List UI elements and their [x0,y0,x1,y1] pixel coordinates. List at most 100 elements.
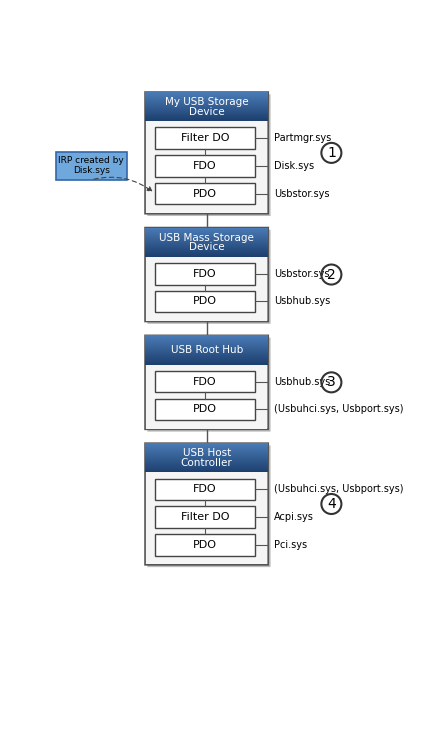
Bar [145,455,268,456]
Text: PDO: PDO [193,539,217,550]
Bar [155,127,255,149]
Bar [145,359,268,361]
FancyBboxPatch shape [147,337,271,431]
Text: Device: Device [189,243,224,252]
Bar [145,255,268,256]
Bar [145,97,268,98]
Text: Usbstor.sys: Usbstor.sys [275,269,330,279]
Bar [145,362,268,364]
Bar [145,459,268,460]
Text: Controller: Controller [181,458,232,468]
Bar [145,350,268,351]
Bar [145,453,268,454]
Text: Usbstor.sys: Usbstor.sys [275,189,330,198]
Bar [145,96,268,97]
Text: 4: 4 [327,497,336,511]
Bar [146,365,267,429]
Bar [145,340,268,341]
Bar [146,257,267,320]
Bar [145,229,268,231]
Bar [145,99,268,100]
Bar [155,506,255,528]
Bar [145,347,268,348]
Bar [145,107,268,109]
FancyBboxPatch shape [145,443,268,564]
Bar [145,116,268,118]
Bar [145,253,268,254]
Bar [145,240,268,241]
Text: Filter DO: Filter DO [181,512,230,522]
Bar [145,112,268,113]
Bar [145,103,268,104]
Bar [145,457,268,458]
Bar [145,234,268,235]
Bar [145,454,268,455]
Text: PDO: PDO [193,404,217,415]
Text: USB Root Hub: USB Root Hub [170,345,243,355]
Bar [145,113,268,115]
FancyBboxPatch shape [147,94,271,216]
Bar [145,464,268,465]
Bar [145,449,268,450]
Bar [145,115,268,116]
Bar [145,343,268,344]
Bar [145,93,268,94]
Bar [145,254,268,255]
Text: Pci.sys: Pci.sys [275,539,308,550]
Bar [56,152,127,180]
Bar [145,110,268,112]
Bar [145,109,268,110]
Bar [145,244,268,245]
Bar [145,458,268,459]
Bar [145,251,268,252]
Bar [145,335,268,337]
Bar [145,102,268,103]
Bar [145,104,268,106]
Text: Partmgr.sys: Partmgr.sys [275,133,332,143]
Bar [145,355,268,356]
Bar [146,473,267,564]
Bar [145,465,268,467]
Text: USB Mass Storage: USB Mass Storage [159,233,254,243]
Text: FDO: FDO [193,269,217,279]
Bar [145,470,268,471]
Bar [145,345,268,346]
Bar [145,94,268,95]
Bar [145,106,268,107]
Bar [145,100,268,101]
Bar [145,246,268,247]
Bar [145,247,268,248]
Text: (Usbuhci.sys, Usbport.sys): (Usbuhci.sys, Usbport.sys) [275,404,404,415]
Bar [145,231,268,232]
Bar [145,445,268,446]
Bar [145,353,268,354]
Bar [145,344,268,345]
FancyBboxPatch shape [147,230,271,324]
Bar [145,243,268,244]
Text: My USB Storage: My USB Storage [165,97,249,107]
Bar [145,448,268,449]
Bar [145,248,268,249]
Bar [145,358,268,359]
Bar [146,121,267,213]
Bar [155,263,255,284]
Text: USB Host: USB Host [182,448,231,459]
Bar [145,471,268,473]
Text: Disk.sys: Disk.sys [275,161,314,171]
Bar [145,250,268,251]
Text: FDO: FDO [193,161,217,171]
Text: 1: 1 [327,146,336,160]
Bar [145,341,268,343]
FancyBboxPatch shape [145,335,268,429]
Bar [145,338,268,340]
Bar [145,356,268,358]
Text: Device: Device [189,107,224,117]
Bar [145,451,268,452]
Bar [145,118,268,119]
Bar [145,361,268,362]
Text: 3: 3 [327,376,336,390]
Bar [145,446,268,447]
Text: FDO: FDO [193,376,217,387]
FancyBboxPatch shape [145,228,268,321]
Bar [145,468,268,470]
